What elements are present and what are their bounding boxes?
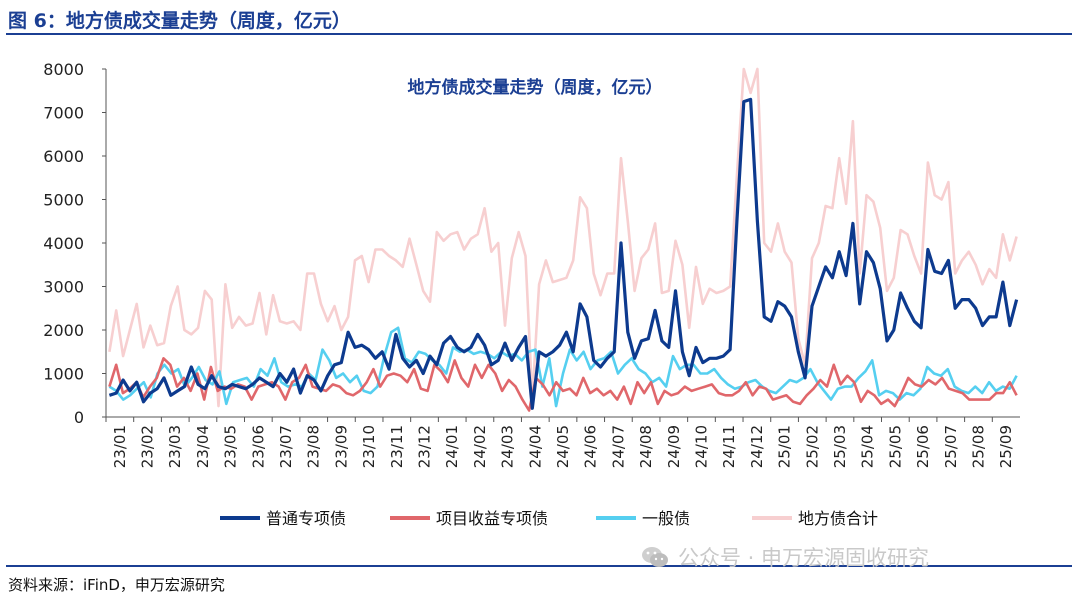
x-tick-label: 23/06 [249,425,267,468]
series-line-1 [108,356,1018,412]
footer-divider [6,565,1072,567]
legend-label: 地方债合计 [798,509,878,528]
y-tick-label: 6000 [43,147,84,166]
y-tick-label: 3000 [43,278,84,297]
x-tick-label: 23/10 [360,425,378,468]
y-tick-label: 8000 [43,60,84,79]
series-line-0 [108,97,1019,410]
watermark: 公众号 · 申万宏源固收研究 [640,542,929,572]
x-tick-label: 25/08 [969,425,987,468]
x-tick-label: 23/07 [277,425,295,468]
y-tick-label: 2000 [43,321,84,340]
x-tick-label: 25/05 [886,425,904,468]
x-tick-label: 25/02 [803,425,821,468]
legend-label: 普通专项债 [266,509,346,528]
x-tick-label: 24/05 [554,425,572,468]
x-tick-label: 24/04 [526,425,544,468]
x-tick-label: 25/01 [776,425,794,468]
x-tick-label: 24/11 [720,425,738,468]
title-divider [6,33,1072,35]
y-tick-label: 5000 [43,191,84,210]
x-tick-label: 24/02 [471,425,489,468]
y-tick-label: 4000 [43,234,84,253]
x-tick-label: 24/08 [637,425,655,468]
x-tick-label: 24/03 [499,425,517,468]
x-tick-label: 23/08 [305,425,323,468]
watermark-text: 公众号 · 申万宏源固收研究 [678,546,930,570]
x-tick-label: 24/12 [748,425,766,468]
x-tick-label: 24/01 [443,425,461,468]
x-tick-label: 23/05 [222,425,240,468]
series-line-2 [108,326,1018,408]
x-tick-label: 23/09 [332,425,350,468]
series-line-3 [108,67,1018,408]
wechat-icon [642,547,668,567]
x-tick-label: 23/01 [111,425,129,468]
x-tick-label: 24/07 [609,425,627,468]
x-tick-label: 25/06 [914,425,932,468]
legend-label: 一般债 [642,509,690,528]
x-tick-label: 25/07 [942,425,960,468]
x-tick-label: 24/06 [582,425,600,468]
figure-title: 图 6：地方债成交量走势（周度，亿元） [8,10,351,32]
source-note: 资料来源：iFinD，申万宏源研究 [8,576,225,594]
x-tick-label: 23/03 [166,425,184,468]
x-tick-label: 25/04 [859,425,877,468]
x-tick-label: 25/03 [831,425,849,468]
y-tick-label: 0 [74,408,84,427]
chart-title: 地方债成交量走势（周度，亿元） [408,77,663,98]
x-tick-label: 23/12 [416,425,434,468]
x-tick-label: 24/09 [665,425,683,468]
x-tick-label: 25/09 [997,425,1015,468]
x-tick-label: 23/11 [388,425,406,468]
legend-label: 项目收益专项债 [436,509,548,528]
x-tick-label: 24/10 [692,425,710,468]
x-tick-label: 23/04 [194,425,212,468]
x-tick-label: 23/02 [139,425,157,468]
y-tick-label: 7000 [43,104,84,123]
y-tick-label: 1000 [43,365,84,384]
